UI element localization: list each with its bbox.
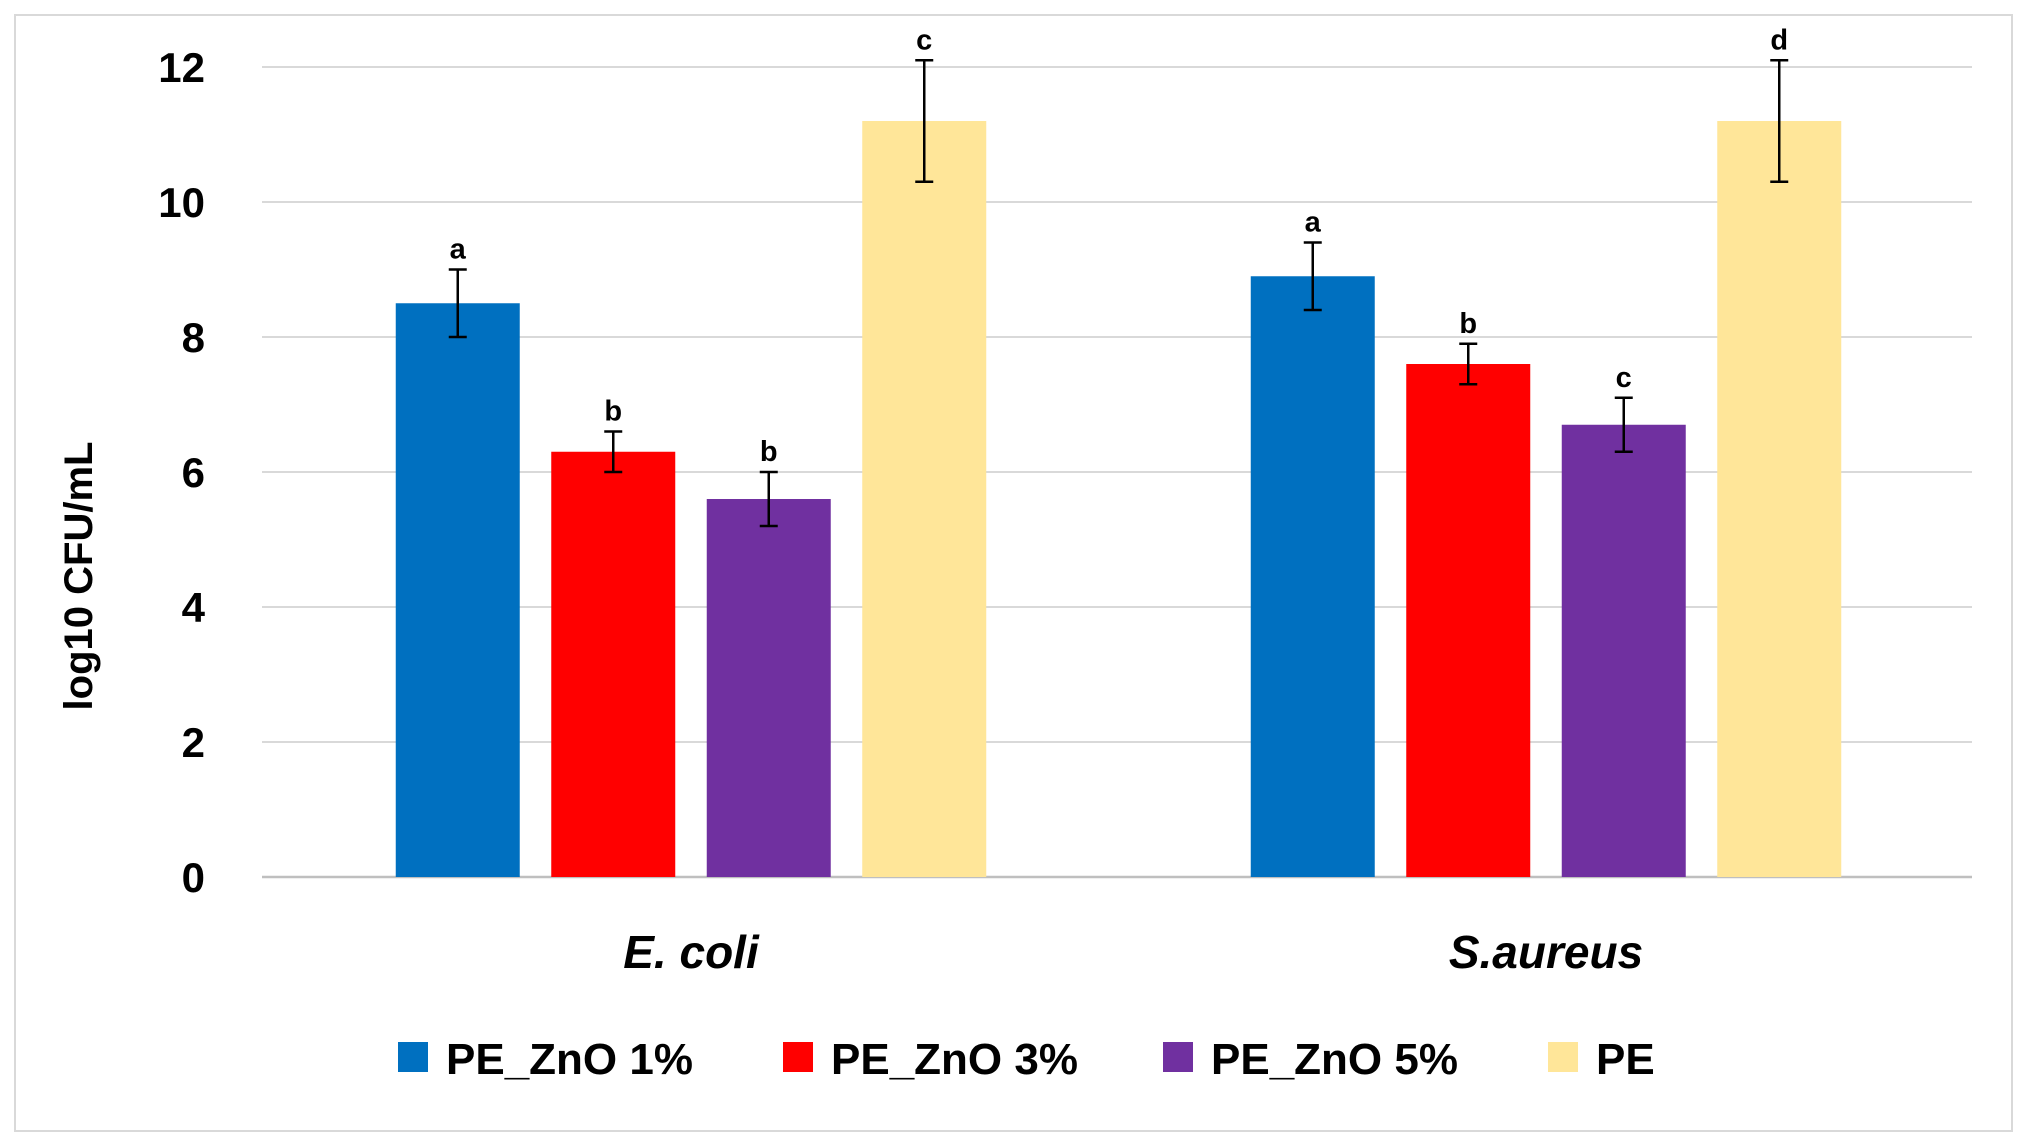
bar: [706, 499, 831, 877]
legend-label: PE_ZnO 3%: [831, 1035, 1078, 1084]
bar: [1561, 424, 1686, 877]
y-tick-label: 12: [158, 44, 205, 91]
significance-labels: a b b c a b c d: [450, 24, 1788, 468]
bars: [395, 121, 1842, 877]
significance-label: a: [1305, 207, 1322, 239]
error-bars: [448, 59, 1789, 528]
y-tick-label: 2: [182, 719, 205, 766]
gridlines: [262, 66, 1972, 879]
significance-label: b: [760, 436, 778, 468]
significance-label: c: [916, 24, 932, 56]
y-tick-label: 0: [182, 854, 205, 901]
significance-label: c: [1616, 362, 1632, 394]
y-tick-label: 10: [158, 179, 205, 226]
legend-label: PE: [1596, 1035, 1655, 1084]
y-axis-ticks: 0 2 4 6 8 10 12: [158, 44, 205, 901]
legend-swatch: [783, 1042, 813, 1072]
significance-label: d: [1770, 24, 1788, 56]
y-axis-label: log10 CFU/mL: [57, 442, 101, 711]
bar: [862, 121, 987, 877]
bar: [1250, 276, 1375, 877]
category-label: S.aureus: [1449, 926, 1643, 978]
legend-label: PE_ZnO 5%: [1211, 1035, 1458, 1084]
legend-label: PE_ZnO 1%: [446, 1035, 693, 1084]
bar: [1406, 364, 1531, 877]
bar: [1717, 121, 1842, 877]
legend-swatch: [1548, 1042, 1578, 1072]
significance-label: b: [1459, 308, 1477, 340]
y-tick-label: 6: [182, 449, 205, 496]
legend: PE_ZnO 1% PE_ZnO 3% PE_ZnO 5% PE: [398, 1035, 1655, 1084]
significance-label: a: [450, 234, 467, 266]
y-tick-label: 4: [182, 584, 206, 631]
legend-swatch: [398, 1042, 428, 1072]
bar: [395, 303, 520, 877]
significance-label: b: [604, 396, 622, 428]
category-label: E. coli: [623, 926, 760, 978]
bar: [551, 451, 676, 877]
x-axis-categories: E. coli S.aureus: [623, 926, 1643, 978]
y-tick-label: 8: [182, 314, 205, 361]
legend-swatch: [1163, 1042, 1193, 1072]
